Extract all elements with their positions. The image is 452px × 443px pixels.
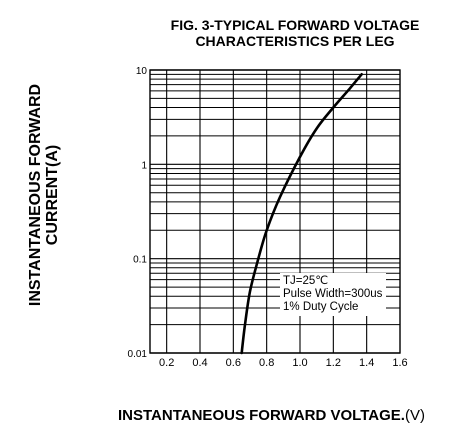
- annotation-tj: TJ=25℃: [283, 275, 329, 287]
- title-line-1: FIG. 3-TYPICAL FORWARD VOLTAGE: [170, 17, 420, 33]
- tick-labels: 0.2 0.4 0.6 0.8 1.0 1.2 1.4 1.6 0.01 0.1 1 10: [128, 66, 408, 369]
- x-tick-label: 1.2: [326, 357, 341, 369]
- grid: [149, 69, 401, 354]
- series-layer: [240, 73, 363, 355]
- chart-title: FIG. 3-TYPICAL FORWARD VOLTAGE CHARACTER…: [150, 17, 440, 49]
- x-tick-label: 0.8: [259, 357, 274, 369]
- y-tick-label: 0.01: [128, 349, 148, 360]
- x-tick-label: 1.0: [292, 357, 307, 369]
- x-tick-label: 1.4: [359, 357, 374, 369]
- x-tick-label: 0.4: [192, 357, 207, 369]
- x-axis-label-unit: (V): [404, 407, 425, 424]
- x-tick-label: 0.2: [159, 357, 174, 369]
- conditions-annotation: TJ=25℃ Pulse Width=300us 1% Duty Cycle: [280, 273, 387, 316]
- plot-frame: [149, 69, 401, 354]
- y-tick-label: 10: [136, 66, 148, 77]
- x-tick-label: 0.6: [226, 357, 241, 369]
- x-axis-label: INSTANTANEOUS FORWARD VOLTAGE.(V): [118, 407, 425, 424]
- annotation-duty-cycle: 1% Duty Cycle: [283, 301, 359, 313]
- y-tick-label: 0.1: [133, 255, 147, 266]
- forward-voltage-curve: [240, 73, 363, 355]
- annotation-pulse-width: Pulse Width=300us: [283, 288, 383, 300]
- x-tick-label: 1.6: [392, 357, 407, 369]
- x-axis-label-text: INSTANTANEOUS FORWARD VOLTAGE.: [118, 407, 405, 424]
- y-tick-label: 1: [141, 160, 147, 171]
- title-line-2: CHARACTERISTICS PER LEG: [195, 33, 395, 49]
